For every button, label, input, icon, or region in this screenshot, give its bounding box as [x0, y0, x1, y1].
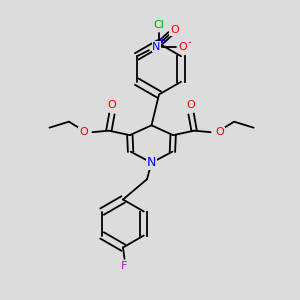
Text: O: O [187, 100, 196, 110]
Text: O: O [107, 100, 116, 110]
Text: O: O [215, 127, 224, 137]
Text: +: + [158, 35, 165, 44]
Text: -: - [188, 37, 191, 47]
Text: O: O [178, 42, 187, 52]
Text: N: N [147, 156, 156, 169]
Text: F: F [121, 261, 128, 271]
Text: O: O [170, 25, 179, 35]
Text: N: N [152, 42, 160, 52]
Text: Cl: Cl [154, 20, 164, 31]
Text: O: O [79, 127, 88, 137]
